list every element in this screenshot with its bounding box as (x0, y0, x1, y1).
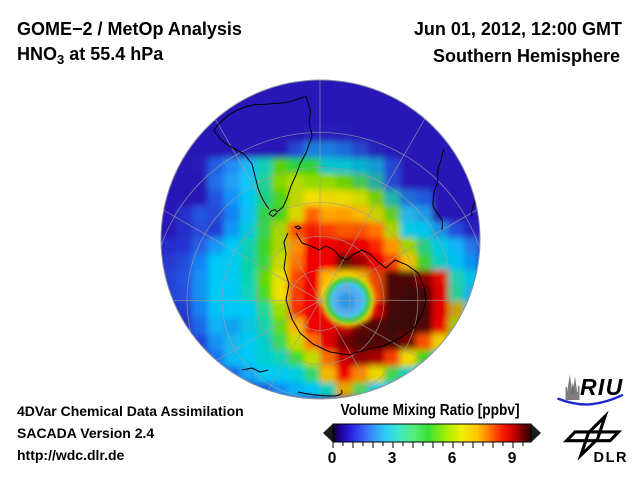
svg-text:3: 3 (388, 450, 397, 467)
svg-text:9: 9 (508, 450, 517, 467)
svg-text:Volume Mixing Ratio [ppbv]: Volume Mixing Ratio [ppbv] (341, 402, 520, 419)
svg-text:0: 0 (328, 450, 337, 467)
svg-text:RIU: RIU (580, 374, 624, 400)
svg-text:6: 6 (448, 450, 457, 467)
svg-text:DLR: DLR (594, 450, 629, 466)
